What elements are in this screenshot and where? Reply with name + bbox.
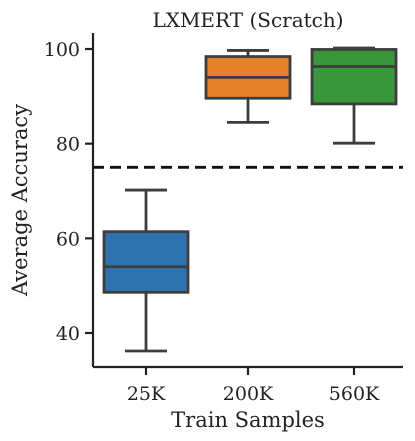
y-tick-label: 40	[56, 323, 80, 345]
x-tick-label: 25K	[127, 383, 166, 405]
chart-title: LXMERT (Scratch)	[152, 8, 343, 32]
box-group-25K	[102, 188, 190, 353]
y-tick-label: 60	[56, 228, 80, 250]
box-group-200K	[204, 49, 292, 124]
x-axis-ticks: 25K 200K 560K	[127, 367, 380, 405]
y-axis-label: Average Accuracy	[8, 104, 32, 297]
y-tick-label: 80	[56, 134, 80, 156]
box-group-560K	[310, 46, 398, 145]
plot-area	[93, 46, 403, 353]
x-tick-label: 200K	[223, 383, 274, 405]
y-tick-label: 100	[44, 39, 80, 61]
iqr-box	[102, 230, 190, 294]
x-axis-label: Train Samples	[171, 408, 325, 432]
y-axis-ticks: 40 60 80 100	[44, 39, 93, 345]
x-tick-label: 560K	[329, 383, 380, 405]
iqr-box	[310, 48, 398, 106]
